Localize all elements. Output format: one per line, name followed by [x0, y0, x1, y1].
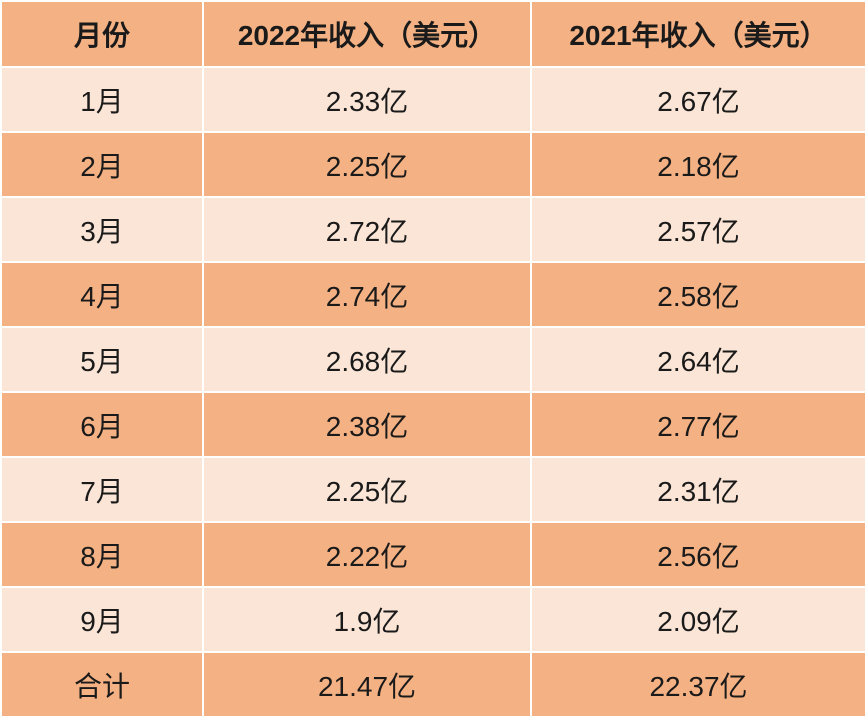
cell-revenue-2022: 2.33亿 — [202, 66, 532, 133]
cell-revenue-2022: 2.68亿 — [202, 326, 532, 393]
cell-month: 9月 — [0, 586, 204, 653]
cell-revenue-2021: 2.64亿 — [530, 326, 865, 393]
cell-month: 4月 — [0, 261, 204, 328]
cell-revenue-2022: 2.22亿 — [202, 521, 532, 588]
cell-month: 8月 — [0, 521, 204, 588]
cell-month: 3月 — [0, 196, 204, 263]
header-revenue-2021: 2021年收入（美元） — [530, 0, 865, 68]
cell-total-2022: 21.47亿 — [202, 651, 532, 718]
table-row: 4月 2.74亿 2.58亿 — [0, 261, 865, 328]
cell-revenue-2021: 2.56亿 — [530, 521, 865, 588]
cell-month: 7月 — [0, 456, 204, 523]
cell-revenue-2021: 2.09亿 — [530, 586, 865, 653]
cell-revenue-2022: 2.38亿 — [202, 391, 532, 458]
cell-month: 1月 — [0, 66, 204, 133]
cell-revenue-2021: 2.77亿 — [530, 391, 865, 458]
table-header-row: 月份 2022年收入（美元） 2021年收入（美元） — [0, 0, 865, 68]
cell-revenue-2022: 2.25亿 — [202, 456, 532, 523]
cell-month: 2月 — [0, 131, 204, 198]
table-row: 7月 2.25亿 2.31亿 — [0, 456, 865, 523]
cell-total-2021: 22.37亿 — [530, 651, 865, 718]
table-row: 5月 2.68亿 2.64亿 — [0, 326, 865, 393]
header-month: 月份 — [0, 0, 204, 68]
table-row: 8月 2.22亿 2.56亿 — [0, 521, 865, 588]
table-row: 2月 2.25亿 2.18亿 — [0, 131, 865, 198]
cell-revenue-2021: 2.57亿 — [530, 196, 865, 263]
cell-revenue-2021: 2.18亿 — [530, 131, 865, 198]
cell-month: 5月 — [0, 326, 204, 393]
cell-total-label: 合计 — [0, 651, 204, 718]
table-row: 3月 2.72亿 2.57亿 — [0, 196, 865, 263]
cell-revenue-2022: 2.25亿 — [202, 131, 532, 198]
cell-revenue-2021: 2.31亿 — [530, 456, 865, 523]
table-row: 6月 2.38亿 2.77亿 — [0, 391, 865, 458]
table-row: 9月 1.9亿 2.09亿 — [0, 586, 865, 653]
cell-revenue-2022: 2.72亿 — [202, 196, 532, 263]
cell-revenue-2022: 1.9亿 — [202, 586, 532, 653]
table-total-row: 合计 21.47亿 22.37亿 — [0, 651, 865, 718]
table-row: 1月 2.33亿 2.67亿 — [0, 66, 865, 133]
cell-revenue-2022: 2.74亿 — [202, 261, 532, 328]
cell-month: 6月 — [0, 391, 204, 458]
cell-revenue-2021: 2.67亿 — [530, 66, 865, 133]
header-revenue-2022: 2022年收入（美元） — [202, 0, 532, 68]
cell-revenue-2021: 2.58亿 — [530, 261, 865, 328]
